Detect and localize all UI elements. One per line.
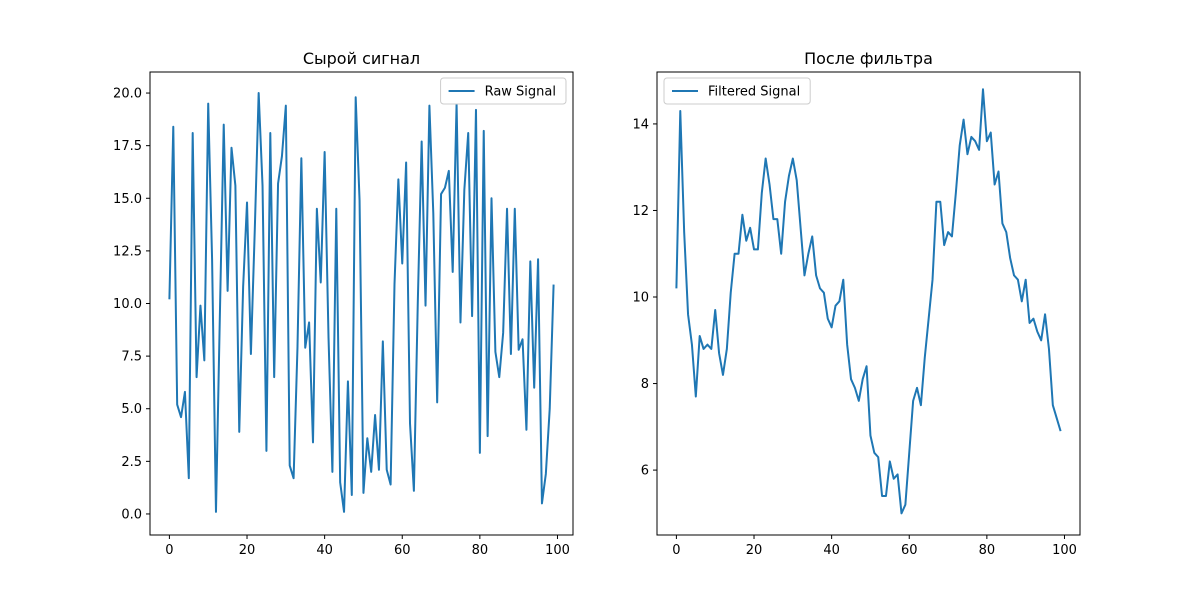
y-tick-label: 0.0 <box>121 507 142 522</box>
x-tick-label: 0 <box>672 543 680 558</box>
chart-title: Сырой сигнал <box>303 49 420 68</box>
y-tick-label: 20.0 <box>113 87 142 102</box>
y-tick-label: 17.5 <box>113 139 142 154</box>
legend-box <box>440 77 567 105</box>
x-tick-label: 20 <box>239 543 256 558</box>
y-tick-label: 12.5 <box>113 244 142 259</box>
x-tick-label: 60 <box>901 543 918 558</box>
y-tick-label: 8 <box>641 377 649 392</box>
y-tick-label: 7.5 <box>121 350 142 365</box>
series-line-1 <box>675 88 1062 515</box>
y-tick-label: 2.5 <box>121 455 142 470</box>
series-line-1 <box>168 92 555 513</box>
x-tick-label: 60 <box>394 543 411 558</box>
x-tick-label: 100 <box>1052 543 1077 558</box>
x-tick-label: 100 <box>545 543 570 558</box>
legend: Raw Signal <box>440 77 567 105</box>
y-tick-label: 5.0 <box>121 402 142 417</box>
legend-label: Raw Signal <box>485 85 556 100</box>
x-tick-label: 0 <box>165 543 173 558</box>
x-tick-label: 40 <box>823 543 840 558</box>
legend-box <box>663 77 811 105</box>
x-tick-label: 80 <box>472 543 489 558</box>
legend-label: Filtered Signal <box>708 85 800 100</box>
legend: Filtered Signal <box>663 77 811 105</box>
x-tick-label: 80 <box>979 543 996 558</box>
chart-panel-2: После фильтра 0 20 40 60 80 100 6 8 10 12 14 Filtere… <box>632 49 1081 558</box>
y-tick-label: 10.0 <box>113 297 142 312</box>
x-tick-label: 20 <box>746 543 763 558</box>
y-tick-label: 12 <box>632 204 649 219</box>
y-tick-label: 6 <box>641 464 649 479</box>
chart-panel-1: Сырой сигнал 0 20 40 60 80 100 0.0 2.5 5.0 7.5 10.0… <box>113 49 574 558</box>
y-tick-label: 15.0 <box>113 192 142 207</box>
axes-frame <box>656 71 1081 536</box>
chart-title: После фильтра <box>804 49 933 68</box>
y-tick-label: 14 <box>632 117 649 132</box>
x-tick-label: 40 <box>316 543 333 558</box>
y-tick-label: 10 <box>632 291 649 306</box>
